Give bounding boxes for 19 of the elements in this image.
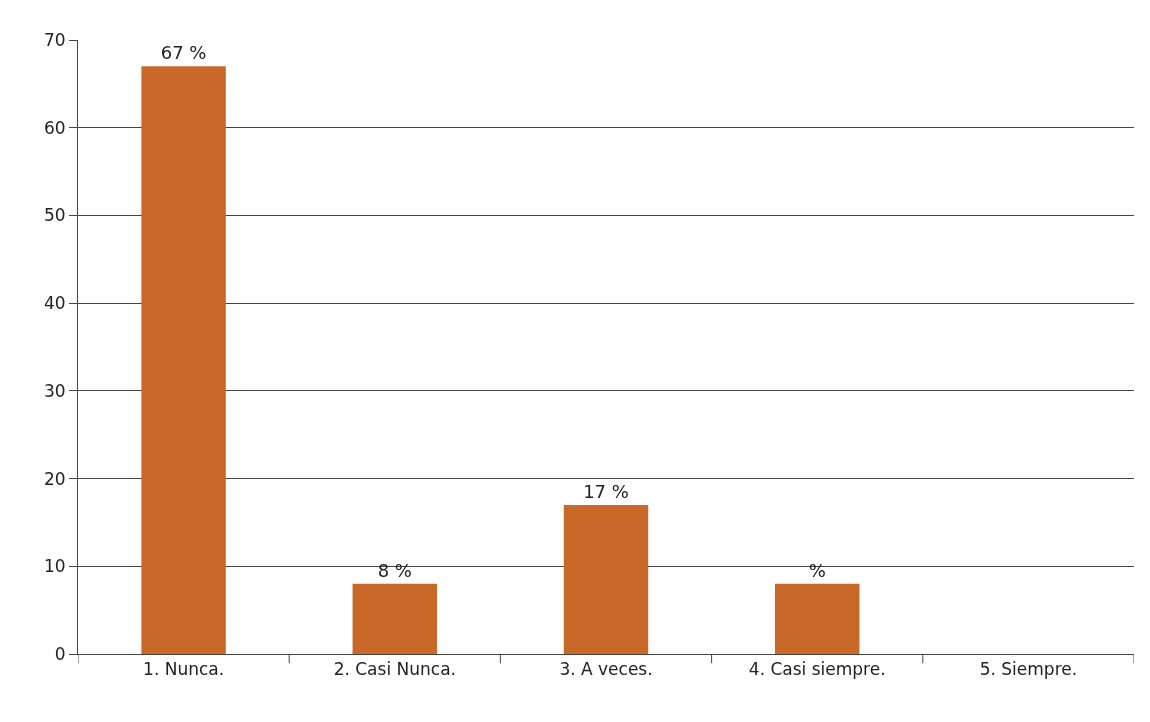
x-tick-label: 4. Casi siempre. (748, 659, 886, 680)
x-tick-label: 2. Casi Nunca. (333, 659, 456, 680)
data-label: 67 % (160, 42, 207, 64)
y-tick-label: 40 (43, 293, 66, 314)
x-tick-label: 5. Siempre. (979, 659, 1078, 680)
bar (563, 504, 649, 654)
data-label: 17 % (583, 480, 629, 502)
bar (774, 583, 860, 654)
y-tick-label: 70 (43, 29, 66, 50)
x-tick-label: 1. Nunca. (143, 659, 225, 680)
x-tick-label: 3. A veces. (559, 659, 653, 680)
y-tick-label: 10 (43, 556, 66, 577)
y-tick-label: 0 (54, 643, 66, 664)
y-tick-label: 30 (43, 380, 66, 401)
y-tick-label: 60 (43, 117, 66, 138)
bar (141, 66, 226, 654)
bar (352, 583, 438, 654)
y-tick-label: 20 (43, 468, 66, 489)
y-tick-label: 50 (43, 205, 66, 226)
